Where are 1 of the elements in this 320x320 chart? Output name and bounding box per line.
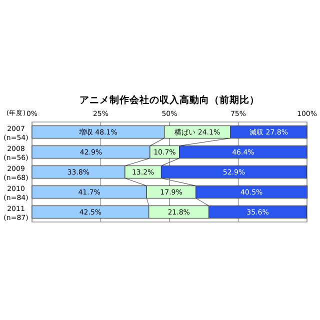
chart-title: アニメ制作会社の収入高動向（前期比）	[80, 94, 260, 106]
